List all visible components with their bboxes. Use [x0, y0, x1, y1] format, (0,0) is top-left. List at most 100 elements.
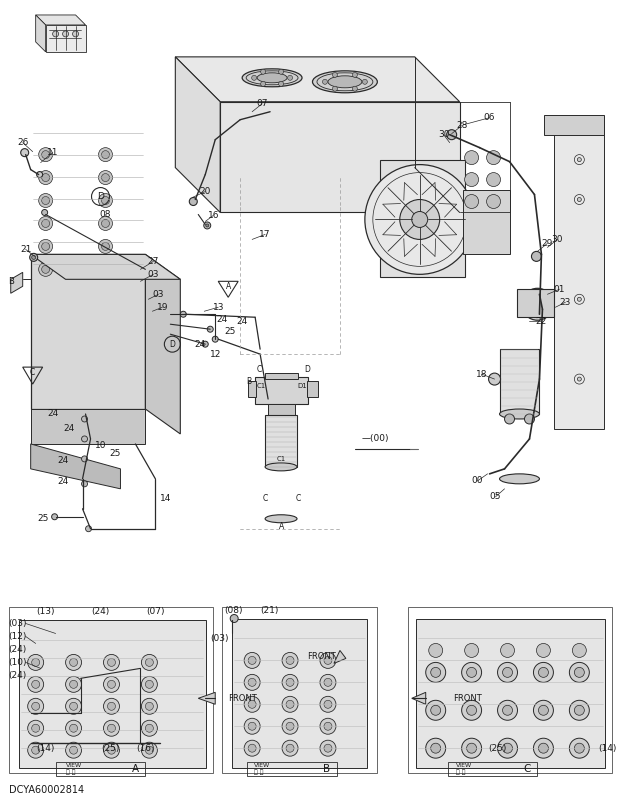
Circle shape [487, 194, 500, 209]
Text: (24): (24) [9, 645, 27, 654]
Circle shape [207, 326, 213, 332]
Circle shape [69, 658, 78, 666]
Polygon shape [30, 444, 120, 489]
Circle shape [248, 657, 256, 665]
Circle shape [69, 681, 78, 689]
Circle shape [66, 654, 82, 670]
Circle shape [577, 158, 582, 162]
Ellipse shape [312, 71, 378, 93]
Circle shape [278, 69, 283, 74]
Ellipse shape [265, 515, 297, 523]
Polygon shape [30, 255, 180, 279]
Circle shape [248, 700, 256, 708]
Circle shape [32, 658, 40, 666]
Circle shape [400, 200, 440, 240]
Circle shape [248, 744, 256, 752]
Text: 26: 26 [17, 139, 29, 147]
Polygon shape [554, 119, 604, 429]
Circle shape [104, 677, 120, 693]
Text: (12): (12) [9, 632, 27, 641]
Text: 29: 29 [542, 239, 553, 248]
Text: (10): (10) [9, 658, 27, 667]
Circle shape [487, 173, 500, 186]
Circle shape [141, 698, 157, 714]
Polygon shape [307, 381, 318, 397]
Circle shape [107, 746, 115, 754]
Text: C1: C1 [277, 456, 286, 462]
Circle shape [446, 130, 457, 139]
Circle shape [42, 150, 50, 158]
Circle shape [332, 72, 337, 77]
Text: (24): (24) [9, 671, 27, 680]
Circle shape [412, 212, 428, 228]
Circle shape [282, 696, 298, 712]
Circle shape [107, 681, 115, 689]
Circle shape [500, 643, 515, 657]
Circle shape [206, 224, 209, 227]
Circle shape [538, 705, 549, 716]
Circle shape [464, 173, 479, 186]
Text: 03: 03 [148, 270, 159, 279]
Circle shape [288, 76, 293, 80]
Text: (13): (13) [37, 607, 55, 616]
Circle shape [528, 295, 547, 314]
Bar [222, 607, 377, 773]
Circle shape [467, 667, 477, 677]
Circle shape [38, 263, 53, 276]
Circle shape [260, 69, 265, 74]
Circle shape [99, 147, 112, 162]
Text: D: D [304, 365, 310, 373]
Circle shape [266, 398, 272, 404]
Polygon shape [175, 57, 220, 213]
Circle shape [42, 197, 50, 205]
Circle shape [324, 700, 332, 708]
Circle shape [428, 643, 443, 657]
Circle shape [286, 722, 294, 730]
Circle shape [146, 702, 153, 710]
Polygon shape [30, 255, 146, 409]
Circle shape [107, 702, 115, 710]
Circle shape [574, 667, 584, 677]
Text: 17: 17 [259, 230, 271, 239]
Circle shape [102, 220, 110, 228]
Circle shape [42, 220, 50, 228]
Polygon shape [46, 25, 86, 52]
Text: 28: 28 [456, 121, 467, 131]
Circle shape [69, 702, 78, 710]
Circle shape [102, 265, 110, 273]
Ellipse shape [328, 76, 362, 88]
Circle shape [146, 746, 153, 754]
Text: VIEW: VIEW [66, 763, 82, 767]
Circle shape [320, 718, 336, 734]
Circle shape [282, 653, 298, 669]
Ellipse shape [257, 72, 287, 83]
Circle shape [324, 678, 332, 686]
Circle shape [38, 217, 53, 231]
Circle shape [464, 643, 479, 657]
Bar [56, 762, 146, 776]
Circle shape [426, 738, 446, 758]
Polygon shape [146, 255, 180, 434]
Ellipse shape [268, 417, 294, 425]
Circle shape [102, 174, 110, 181]
Bar [247, 762, 337, 776]
Circle shape [99, 240, 112, 253]
Text: FRONT: FRONT [308, 652, 336, 661]
Text: 16: 16 [208, 211, 219, 220]
Ellipse shape [265, 463, 297, 471]
Circle shape [260, 81, 265, 86]
Polygon shape [198, 693, 215, 704]
Text: 24: 24 [57, 456, 68, 466]
Circle shape [66, 720, 82, 736]
Circle shape [20, 149, 29, 157]
Circle shape [531, 252, 541, 261]
Circle shape [431, 667, 441, 677]
Circle shape [180, 311, 186, 318]
Circle shape [489, 373, 500, 385]
Text: 08: 08 [100, 210, 111, 219]
Bar [448, 762, 538, 776]
Circle shape [244, 740, 260, 756]
Circle shape [37, 172, 43, 178]
Bar [9, 607, 213, 773]
Text: 12: 12 [210, 349, 221, 359]
